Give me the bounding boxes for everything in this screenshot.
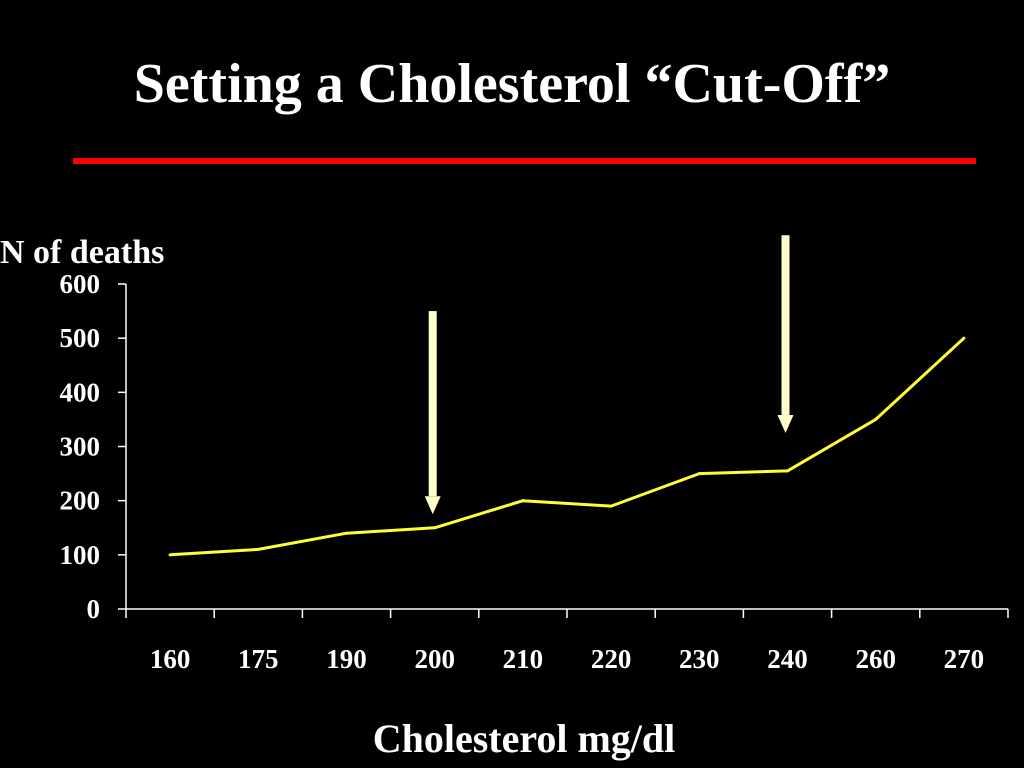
x-tick-label: 230 (679, 644, 720, 674)
y-tick-label: 300 (60, 432, 101, 462)
data-point (345, 531, 348, 535)
x-axis-title: Cholesterol mg/dl (373, 716, 676, 761)
y-tick-label: 100 (60, 540, 101, 570)
y-tick-label: 600 (60, 269, 101, 299)
x-tick-label: 220 (591, 644, 632, 674)
x-tick-label: 240 (767, 644, 808, 674)
arrow-shaft (781, 235, 790, 415)
data-point (874, 417, 878, 421)
data-point (609, 504, 613, 508)
slide-title: Setting a Cholesterol “Cut-Off” (133, 53, 891, 115)
chart-axes (118, 283, 1009, 618)
y-tick-label: 200 (60, 486, 101, 516)
x-tick-label: 200 (414, 644, 455, 674)
data-point (256, 547, 260, 551)
data-point (697, 472, 701, 476)
x-tick-label: 210 (503, 644, 544, 674)
down-arrow-icon (424, 311, 441, 515)
x-tick-label: 190 (326, 644, 367, 674)
chart-annotations (424, 235, 794, 515)
data-point (168, 553, 172, 557)
y-axis-title: N of deaths (0, 234, 164, 271)
data-point (786, 469, 789, 473)
arrow-head (777, 414, 794, 433)
y-tick-label: 500 (60, 323, 101, 353)
down-arrow-icon (777, 235, 794, 433)
x-tick-label: 260 (855, 644, 896, 674)
x-tick-label: 160 (150, 644, 191, 674)
arrow-shaft (428, 311, 437, 497)
data-point (433, 526, 437, 530)
y-tick-label: 0 (87, 594, 101, 624)
y-tick-label: 400 (60, 377, 101, 407)
x-tick-label: 270 (944, 644, 985, 674)
x-tick-label: 175 (238, 644, 279, 674)
chart-series (168, 336, 966, 557)
data-point (521, 499, 525, 503)
arrow-head (424, 496, 441, 515)
data-point (962, 336, 966, 340)
chart-tick-labels: 0 100 200 300 400 500 600 160 175 190 200 210 220 230… (60, 269, 985, 674)
title-divider (73, 158, 976, 164)
series-line (170, 337, 965, 557)
